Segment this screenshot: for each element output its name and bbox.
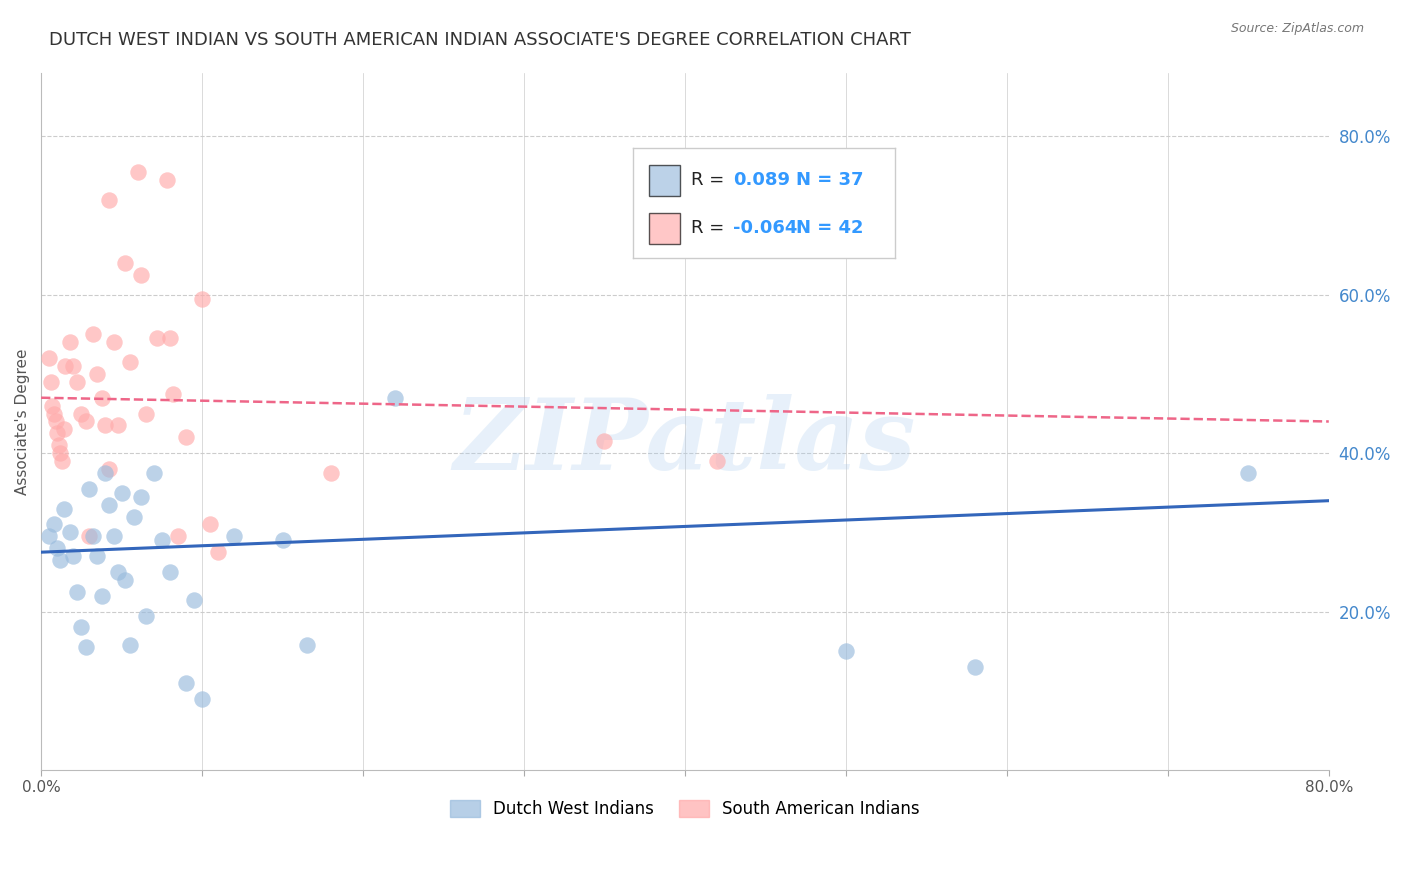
Text: R =: R = [690,171,724,189]
Point [150,533,173,548]
Point [118,355,141,369]
Point [835,644,858,658]
Point [94,418,117,433]
Point [46,426,69,441]
Point [135,608,157,623]
Point [94,466,117,480]
Point [191,691,214,706]
Point [167,529,190,543]
Point [174,676,197,690]
Point [118,638,141,652]
Text: N = 37: N = 37 [796,171,863,189]
Point [97,462,120,476]
Point [82,327,104,342]
Point [79,482,101,496]
Legend: Dutch West Indians, South American Indians: Dutch West Indians, South American India… [443,793,927,824]
Text: 0.089: 0.089 [733,171,790,189]
Point [91,589,114,603]
Point [183,592,205,607]
Point [38,351,60,365]
Point [110,485,132,500]
Point [174,430,197,444]
Point [46,541,69,556]
Point [319,466,342,480]
Point [49,446,72,460]
Point [114,256,136,270]
Point [271,533,294,548]
Point [86,367,108,381]
Point [156,173,179,187]
Point [198,517,221,532]
Point [59,525,82,540]
Point [48,438,70,452]
Point [52,501,75,516]
Point [39,375,62,389]
Point [75,415,97,429]
Point [97,498,120,512]
Point [127,165,149,179]
Point [75,640,97,655]
Point [103,529,125,543]
Text: ZIPatlas: ZIPatlas [454,394,917,491]
Point [135,407,157,421]
Point [53,359,76,373]
Point [142,466,165,480]
Point [107,418,129,433]
FancyBboxPatch shape [650,213,681,244]
Point [41,399,63,413]
Point [52,422,75,436]
Point [91,391,114,405]
Point [159,331,181,345]
Point [49,553,72,567]
Point [62,549,84,563]
Point [42,407,65,421]
Point [103,335,125,350]
Point [62,359,84,373]
Point [224,529,246,543]
Point [70,620,93,634]
Point [593,434,616,449]
Point [38,529,60,543]
Point [295,638,318,652]
Text: DUTCH WEST INDIAN VS SOUTH AMERICAN INDIAN ASSOCIATE'S DEGREE CORRELATION CHART: DUTCH WEST INDIAN VS SOUTH AMERICAN INDI… [49,31,911,49]
Point [70,407,93,421]
Point [207,545,229,559]
Point [86,549,108,563]
Point [162,386,184,401]
Point [129,490,152,504]
Point [159,565,181,579]
Point [97,193,120,207]
Point [42,517,65,532]
Text: Source: ZipAtlas.com: Source: ZipAtlas.com [1230,22,1364,36]
Point [124,509,146,524]
FancyBboxPatch shape [650,165,681,195]
Point [129,268,152,282]
Point [51,454,73,468]
Text: -0.064: -0.064 [733,219,797,237]
Text: R =: R = [690,219,724,237]
Point [191,292,214,306]
Point [65,584,87,599]
Point [1237,466,1260,480]
Text: N = 42: N = 42 [796,219,863,237]
Point [963,660,986,674]
Point [45,415,67,429]
Point [384,391,406,405]
Point [114,573,136,587]
Point [146,331,169,345]
Point [82,529,104,543]
Point [59,335,82,350]
Point [706,454,728,468]
Point [79,529,101,543]
Point [107,565,129,579]
Point [65,375,87,389]
Y-axis label: Associate's Degree: Associate's Degree [15,348,30,495]
